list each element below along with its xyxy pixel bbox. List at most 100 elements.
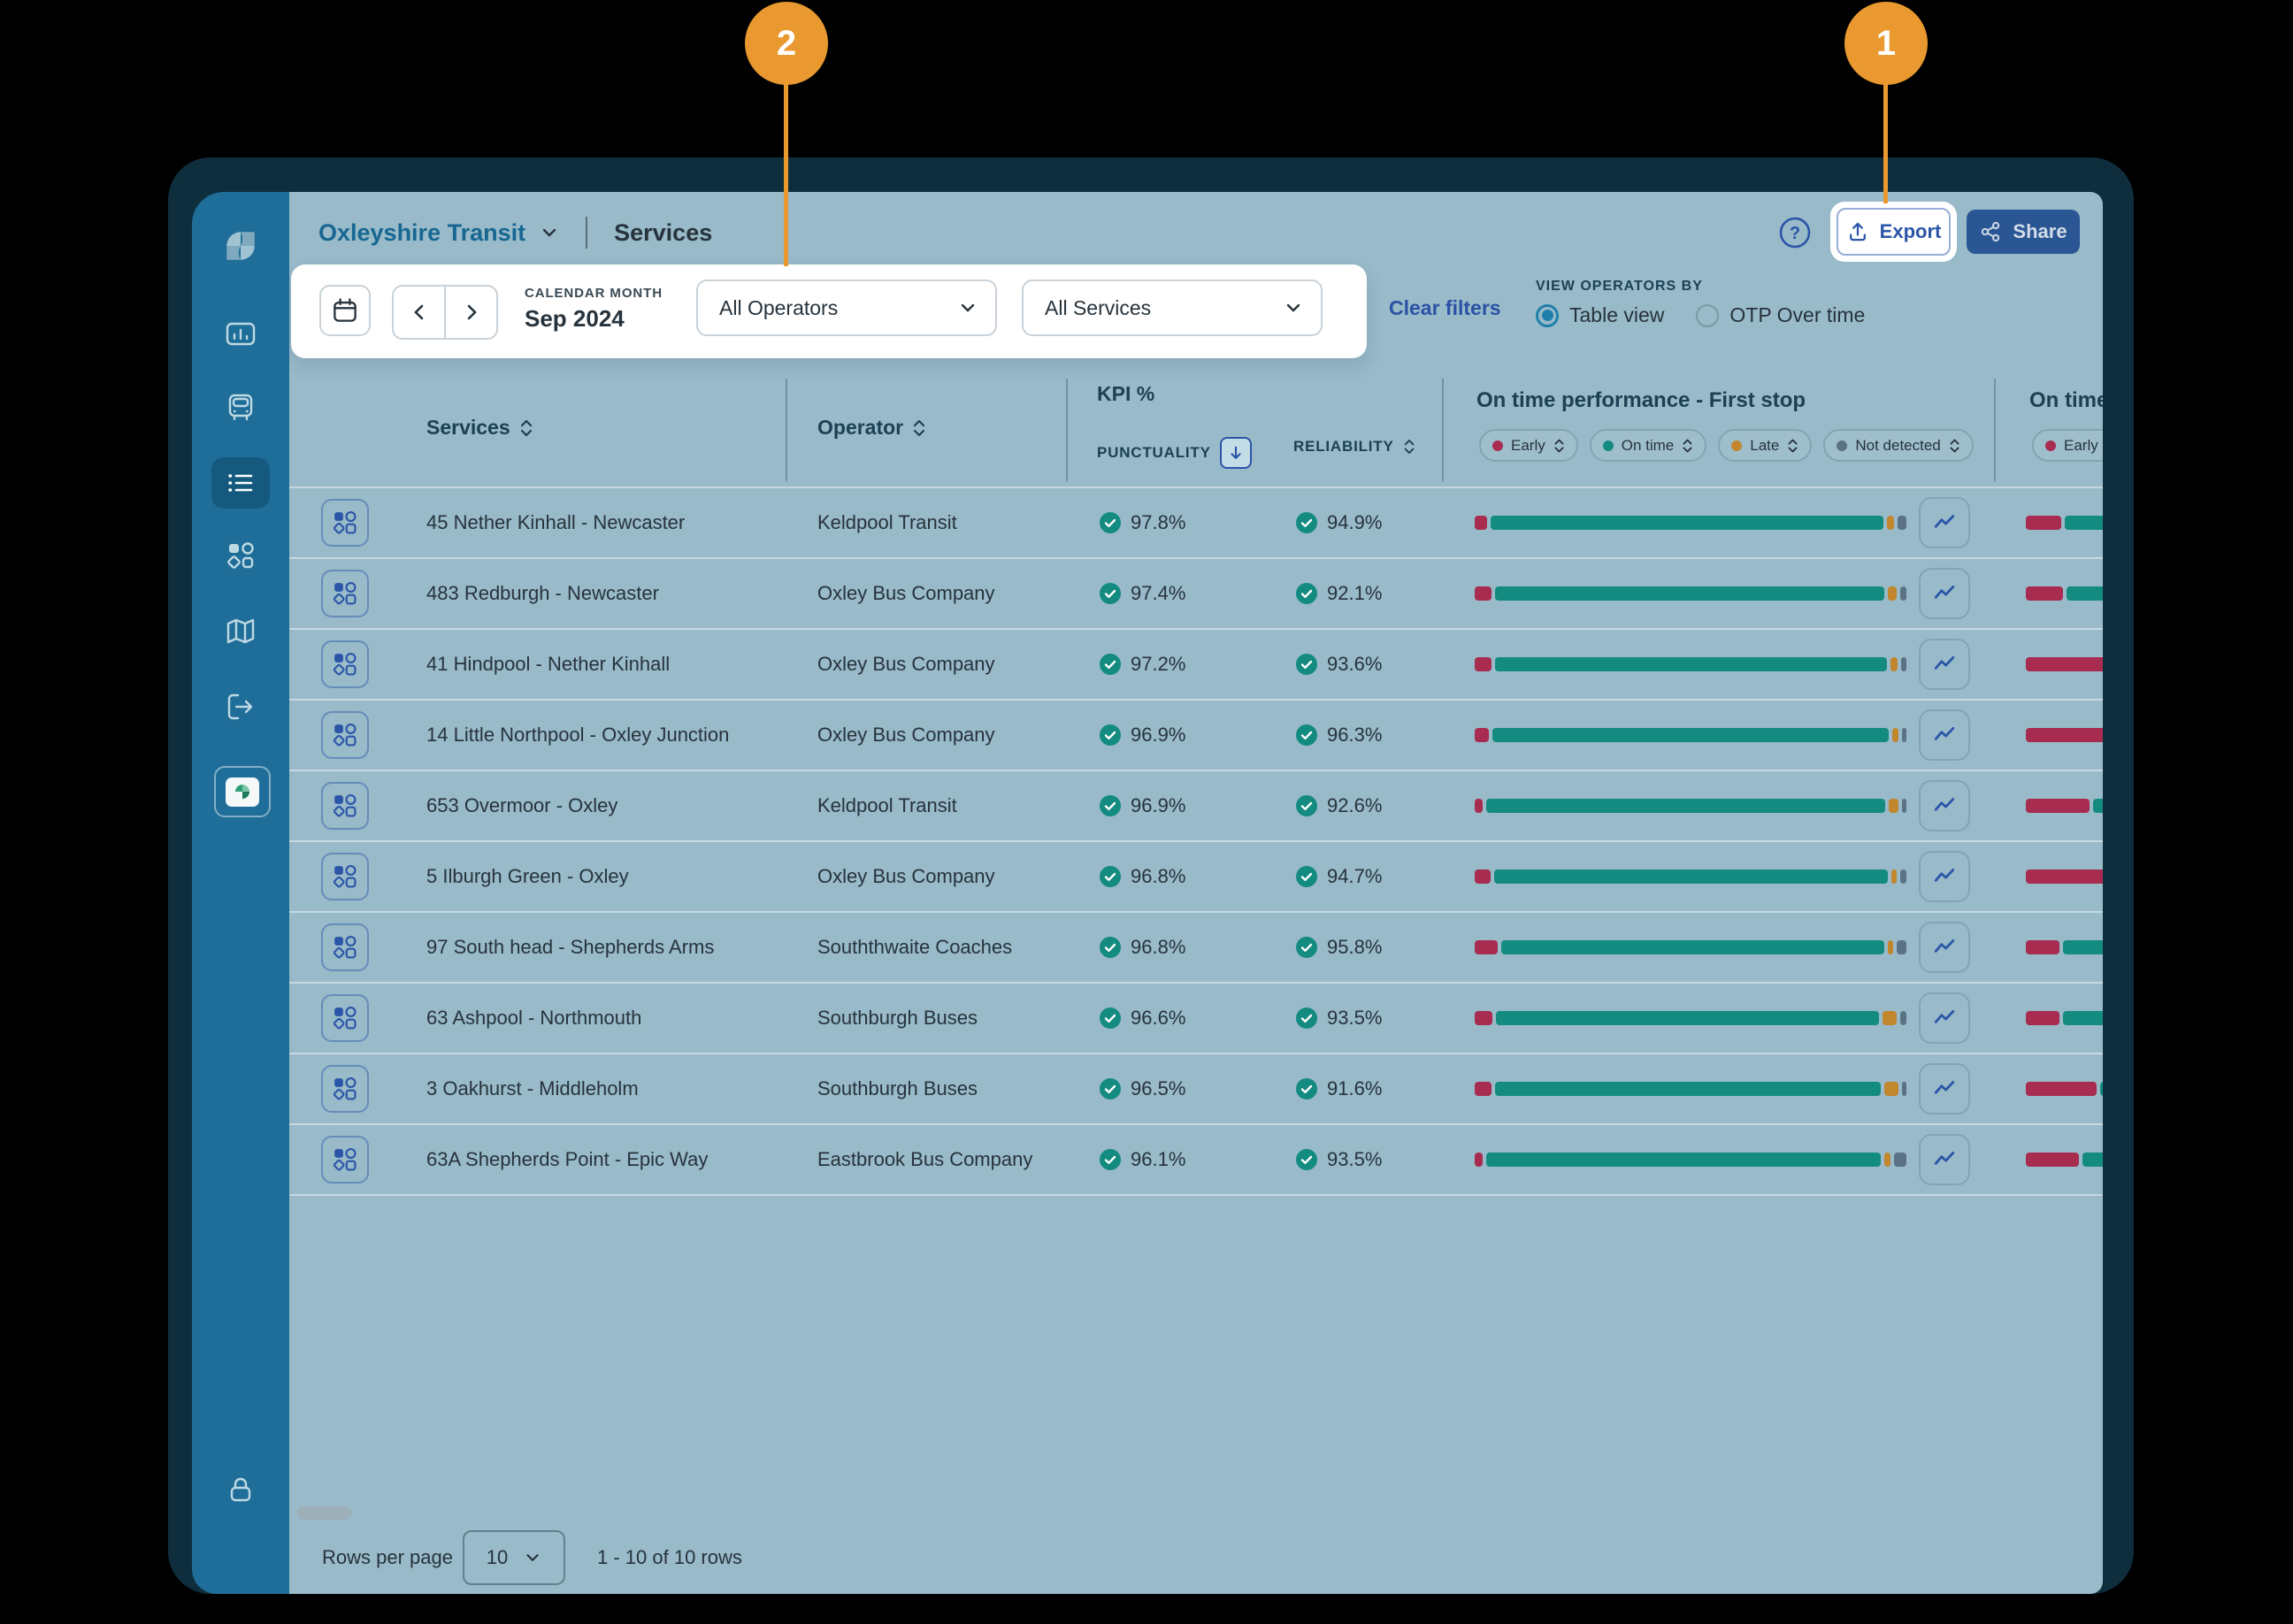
column-header-reliability-label: RELIABILITY [1293,438,1394,455]
help-button[interactable]: ? [1778,216,1812,249]
otp-first-stop-bar [1475,1011,1907,1025]
service-name[interactable]: 14 Little Northpool - Oxley Junction [426,724,730,746]
service-name[interactable]: 483 Redburgh - Newcaster [426,582,659,604]
service-variants-button[interactable] [321,853,369,900]
service-variants-button[interactable] [321,994,369,1042]
operators-select[interactable]: All Operators [696,280,997,336]
chevron-down-icon[interactable] [540,223,559,242]
share-button[interactable]: Share [1967,210,2080,254]
otp-last-stop-bar [2026,799,2103,813]
check-circle-icon [1100,937,1121,958]
sort-icon [1950,439,1959,452]
trend-chart-button[interactable] [1919,568,1970,619]
table-row[interactable]: 45 Nether Kinhall - Newcaster Keldpool T… [289,486,2103,557]
check-circle-icon [1100,512,1121,533]
sidebar-item-map[interactable] [224,615,257,648]
legend-pill-early[interactable]: Early [2032,429,2103,462]
org-switcher[interactable]: Oxleyshire Transit [318,218,526,246]
service-name[interactable]: 3 Oakhurst - Middleholm [426,1077,639,1099]
otp-last-stop-bar [2026,516,2103,530]
service-variants-button[interactable] [321,1065,369,1113]
table-row[interactable]: 5 Ilburgh Green - Oxley Oxley Bus Compan… [289,840,2103,911]
next-month-button[interactable] [446,287,496,338]
radio-table-view[interactable]: Table view [1536,303,1664,327]
calendar-button[interactable] [319,285,371,336]
trend-chart-button[interactable] [1919,1134,1970,1185]
trend-chart-button[interactable] [1919,709,1970,761]
radio-unselected-icon [1696,303,1720,327]
column-header-operator[interactable]: Operator [817,416,926,440]
sort-descending-button[interactable] [1219,437,1252,469]
trend-chart-button[interactable] [1919,1063,1970,1115]
sidebar-item-logout[interactable] [224,690,257,724]
sidebar-item-stats[interactable] [224,317,257,350]
legend-pill-early[interactable]: Early [1479,429,1578,462]
trend-chart-button[interactable] [1919,851,1970,902]
trend-chart-icon [1934,656,1955,670]
service-name[interactable]: 63A Shepherds Point - Epic Way [426,1148,709,1170]
operator-name: Southburgh Buses [817,1007,978,1029]
table-row[interactable]: 3 Oakhurst - Middleholm Southburgh Buses… [289,1053,2103,1123]
legend-pill-on-time[interactable]: On time [1589,429,1707,462]
table-row[interactable]: 653 Overmoor - Oxley Keldpool Transit 96… [289,770,2103,840]
chevron-right-icon [467,304,477,320]
otp-last-stop-bar [2026,657,2103,671]
legend-pill-late[interactable]: Late [1718,429,1813,462]
service-variants-button[interactable] [321,499,369,547]
service-name[interactable]: 63 Ashpool - Northmouth [426,1007,642,1029]
otp-segment-early [2026,799,2090,813]
previous-month-button[interactable] [394,287,446,338]
service-variants-button[interactable] [321,640,369,688]
lock-icon[interactable] [225,1474,257,1505]
otp-segment-early [2026,940,2059,954]
sidebar-item-partner-app[interactable] [214,766,271,817]
service-variants-button[interactable] [321,711,369,759]
rows-per-page-select[interactable]: 10 [463,1530,565,1585]
otp-segment-early [1475,1082,1492,1096]
table-row[interactable]: 41 Hindpool - Nether Kinhall Oxley Bus C… [289,628,2103,699]
column-header-kpi-label: KPI % [1097,382,1155,405]
horizontal-scrollbar-thumb[interactable] [297,1506,352,1520]
service-variants-button[interactable] [321,923,369,971]
trend-chart-button[interactable] [1919,497,1970,548]
radio-selected-icon [1536,303,1559,327]
table-row[interactable]: 14 Little Northpool - Oxley Junction Oxl… [289,699,2103,770]
trend-chart-icon [1934,586,1955,599]
trend-chart-icon [1934,515,1955,528]
service-name[interactable]: 653 Overmoor - Oxley [426,794,618,816]
service-name[interactable]: 97 South head - Shepherds Arms [426,936,715,958]
table-row[interactable]: 483 Redburgh - Newcaster Oxley Bus Compa… [289,557,2103,628]
radio-otp-over-time[interactable]: OTP Over time [1696,303,1865,327]
chevron-down-icon [961,303,975,312]
export-label: Export [1879,220,1942,242]
service-variants-button[interactable] [321,782,369,830]
sidebar-item-services-list[interactable] [224,466,257,500]
radio-table-view-label: Table view [1569,303,1665,326]
table-row[interactable]: 63 Ashpool - Northmouth Southburgh Buses… [289,982,2103,1053]
clear-filters-link[interactable]: Clear filters [1389,296,1501,319]
trend-chart-button[interactable] [1919,639,1970,690]
service-name[interactable]: 45 Nether Kinhall - Newcaster [426,511,686,533]
sidebar-item-vehicles[interactable] [224,390,257,424]
service-name[interactable]: 5 Ilburgh Green - Oxley [426,865,629,887]
calendar-month-value[interactable]: Sep 2024 [525,305,625,332]
export-button[interactable]: Export [1837,208,1951,256]
sidebar [192,192,289,1594]
service-variants-button[interactable] [321,1136,369,1184]
otp-segment-on-time [2063,940,2103,954]
trend-chart-button[interactable] [1919,780,1970,831]
legend-pill-not-detected[interactable]: Not detected [1823,429,1974,462]
column-header-reliability[interactable]: RELIABILITY [1293,437,1415,456]
service-variants-button[interactable] [321,570,369,617]
otp-segment-early [2026,869,2103,884]
table-row[interactable]: 97 South head - Shepherds Arms Souththwa… [289,911,2103,982]
sidebar-item-blocks[interactable] [224,539,257,572]
otp-segment-on-time [1494,657,1888,671]
column-header-services[interactable]: Services [426,416,533,440]
table-row[interactable]: 63A Shepherds Point - Epic Way Eastbrook… [289,1123,2103,1196]
trend-chart-button[interactable] [1919,992,1970,1044]
services-select[interactable]: All Services [1022,280,1323,336]
column-header-punctuality[interactable]: PUNCTUALITY [1097,437,1252,469]
service-name[interactable]: 41 Hindpool - Nether Kinhall [426,653,671,675]
trend-chart-button[interactable] [1919,922,1970,973]
